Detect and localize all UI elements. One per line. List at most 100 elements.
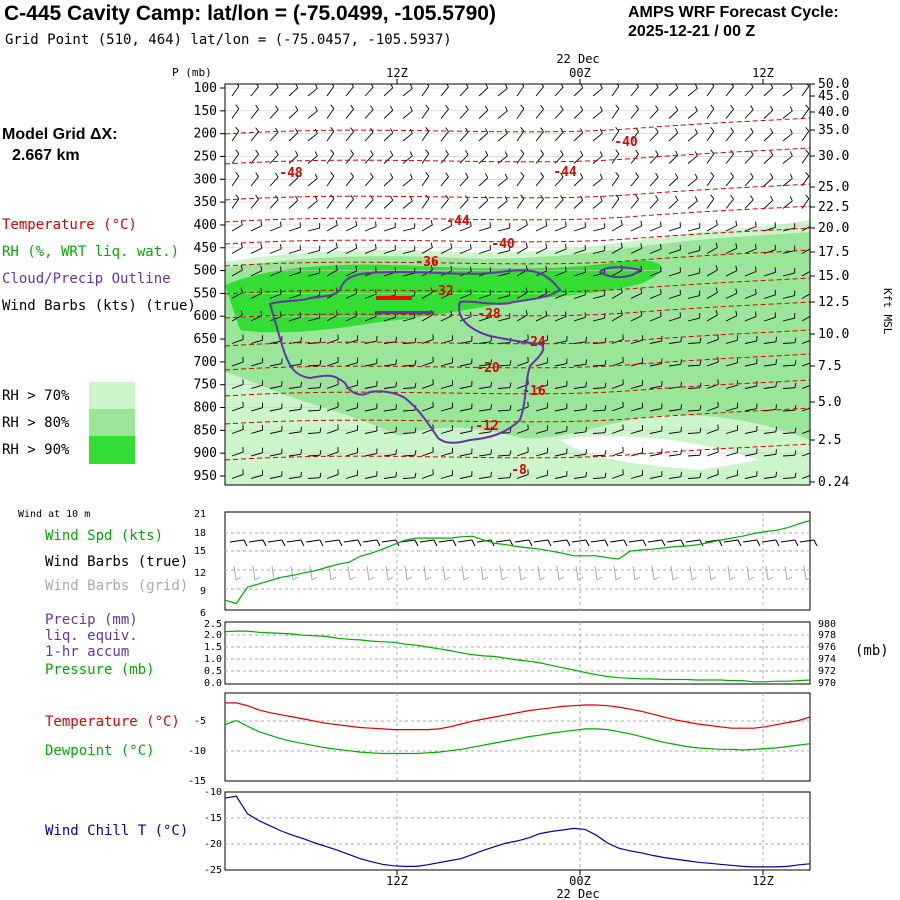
surface-barb-true-flag xyxy=(471,539,476,547)
wind-barb xyxy=(744,293,757,299)
wind-barb xyxy=(231,473,244,479)
wind-barb xyxy=(573,431,586,434)
wind-barb xyxy=(744,176,754,187)
wind-barb-flag xyxy=(560,172,564,178)
wind-barb xyxy=(763,87,774,97)
wind-barb xyxy=(649,131,659,142)
wind-barb xyxy=(307,364,321,367)
wind-barb xyxy=(592,432,606,434)
wind-barb xyxy=(402,477,416,479)
wind-barb-flag xyxy=(694,106,698,112)
wind-barb-flag xyxy=(580,173,584,179)
wind-barb-flag xyxy=(395,404,397,410)
wind-barb xyxy=(364,316,377,322)
wind-barb-flag xyxy=(240,265,243,271)
wind-barb xyxy=(687,387,701,389)
wind-barb xyxy=(611,198,620,209)
wind-barb-flag xyxy=(604,450,607,456)
wind-barb-flag xyxy=(300,336,302,342)
surface-barb-grid xyxy=(442,565,446,581)
wind-barb-flag xyxy=(710,127,715,132)
wind-barb-flag xyxy=(675,150,679,156)
wind-barb xyxy=(535,429,548,434)
wind-chill-line xyxy=(224,795,811,868)
wind-barb xyxy=(763,453,776,457)
wind-barb xyxy=(782,342,796,344)
wind-barb-flag xyxy=(794,382,797,388)
wind-barb-flag xyxy=(470,243,472,250)
surface-barb-grid-flag xyxy=(330,576,337,581)
wind-barb-flag xyxy=(635,149,639,155)
wind-barb xyxy=(706,428,719,434)
bottom-time-tick-label: 12Z xyxy=(752,874,774,888)
wind-barb-flag xyxy=(680,404,682,410)
wind-barb xyxy=(288,316,301,322)
wind-barb xyxy=(364,131,374,142)
wind-barb xyxy=(459,199,469,209)
wind-chill-panel-frame xyxy=(224,791,811,871)
temperature-contour-label: -48 xyxy=(279,166,303,181)
wind-barb xyxy=(725,292,737,299)
temperature-contour xyxy=(225,301,810,319)
surface-barb-grid-flag xyxy=(729,576,736,581)
wind-barb xyxy=(383,249,396,254)
wind-barb xyxy=(763,271,776,277)
wind-barb xyxy=(497,364,511,367)
wind-barb xyxy=(611,175,620,187)
surface-barb-true-flag xyxy=(281,539,286,547)
wind-barb xyxy=(231,406,244,412)
wind-barb xyxy=(763,341,776,344)
wind-barb-flag xyxy=(370,172,374,178)
wind-barb xyxy=(744,430,757,434)
wind-barb xyxy=(269,340,282,344)
label-precip: Precip (mm) xyxy=(45,612,138,628)
wind-barb xyxy=(516,361,529,367)
pressure-tick-label: 500 xyxy=(194,264,217,279)
wind-barb xyxy=(573,249,586,254)
wind-barb xyxy=(687,364,701,367)
wind-barb xyxy=(782,250,795,254)
pressure-tick-label: 972 xyxy=(818,666,836,677)
wind-barb xyxy=(649,154,659,164)
wind-barb xyxy=(288,271,301,277)
wind-barb xyxy=(592,317,605,322)
wind-barb-flag xyxy=(560,150,564,155)
wind-barb-flag xyxy=(430,287,433,293)
surface-barb-grid-flag xyxy=(558,576,565,581)
wind-barb xyxy=(763,294,776,299)
wind-barb-flag xyxy=(445,127,449,132)
surface-barb-grid xyxy=(233,565,237,581)
wind-barb-flag xyxy=(280,288,282,295)
wind-barb-flag xyxy=(580,128,584,134)
wind-barb-flag xyxy=(430,220,433,226)
wind-chill-axis: -10 -15 -20 -25 xyxy=(204,787,222,876)
label-dewpoint: Dewpoint (°C) xyxy=(45,743,155,759)
wind-barb-flag xyxy=(335,265,338,271)
wind-barb-flag xyxy=(504,196,508,202)
wind-barb xyxy=(269,453,282,457)
bottom-time-axis: 12Z 00Z 12Z 22 Dec xyxy=(386,870,774,900)
wind-barb xyxy=(668,476,681,479)
temperature-tick-label: -10 xyxy=(188,746,206,757)
wind-barb xyxy=(421,247,433,254)
pressure-tick-label: 250 xyxy=(194,149,217,164)
wind-barb-flag xyxy=(675,173,679,179)
wind-barb-flag xyxy=(280,221,282,227)
wind-barb xyxy=(288,408,301,412)
wind-barb xyxy=(554,340,567,344)
wind-barb xyxy=(250,339,263,344)
wind-barb xyxy=(649,226,662,232)
wind-barb-flag xyxy=(750,105,754,110)
wind-barb xyxy=(535,86,544,97)
wind-barb xyxy=(402,110,413,119)
pressure-tick-label: 976 xyxy=(818,642,836,653)
surface-barb-true-flag xyxy=(414,539,419,547)
surface-barb-grid xyxy=(423,565,427,581)
surface-barb-true xyxy=(381,539,397,543)
wind-barb xyxy=(554,248,567,254)
wind-barb xyxy=(459,363,472,367)
surface-barb-true xyxy=(400,539,416,543)
wind-barb xyxy=(231,85,240,97)
wind-barb xyxy=(782,387,796,389)
wind-barb xyxy=(440,384,453,389)
